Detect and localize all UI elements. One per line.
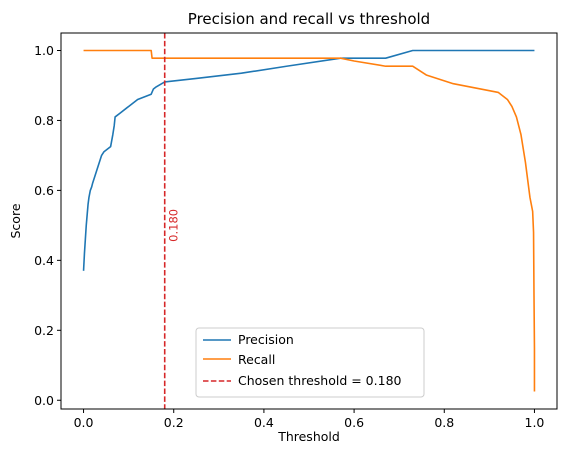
x-tick-label: 0.6 bbox=[344, 415, 364, 430]
legend: Precision Recall Chosen threshold = 0.18… bbox=[195, 327, 425, 398]
plot-area: 0.180 bbox=[82, 33, 536, 409]
y-tick-label: 0.8 bbox=[34, 113, 54, 128]
series-line-recall bbox=[83, 49, 536, 392]
y-tick-label: 0.2 bbox=[34, 323, 54, 338]
x-axis-label: Threshold bbox=[277, 429, 340, 444]
y-tick-label: 1.0 bbox=[34, 43, 54, 58]
y-tick-label: 0.6 bbox=[34, 183, 54, 198]
y-tick-label: 0.0 bbox=[34, 393, 54, 408]
y-tick-label: 0.4 bbox=[34, 253, 54, 268]
legend-label-threshold: Chosen threshold = 0.180 bbox=[238, 373, 402, 388]
x-tick-label: 0.8 bbox=[434, 415, 454, 430]
x-tick-label: 0.4 bbox=[254, 415, 274, 430]
plot-frame bbox=[60, 32, 558, 410]
chart-title: Precision and recall vs threshold bbox=[188, 10, 430, 28]
legend-label-recall: Recall bbox=[238, 352, 275, 367]
threshold-annotation: 0.180 bbox=[167, 209, 181, 242]
x-tick-label: 1.0 bbox=[525, 415, 545, 430]
series-line-precision bbox=[82, 49, 535, 271]
y-axis-label: Score bbox=[8, 203, 23, 238]
x-tick-label: 0.0 bbox=[74, 415, 94, 430]
legend-label-precision: Precision bbox=[238, 332, 294, 347]
legend-frame bbox=[195, 327, 425, 398]
axes: 0.0 0.2 0.4 0.6 0.8 1.0 0.0 0.2 0.4 0.6 0.8 1.0 bbox=[34, 32, 558, 430]
x-tick-label: 0.2 bbox=[164, 415, 184, 430]
